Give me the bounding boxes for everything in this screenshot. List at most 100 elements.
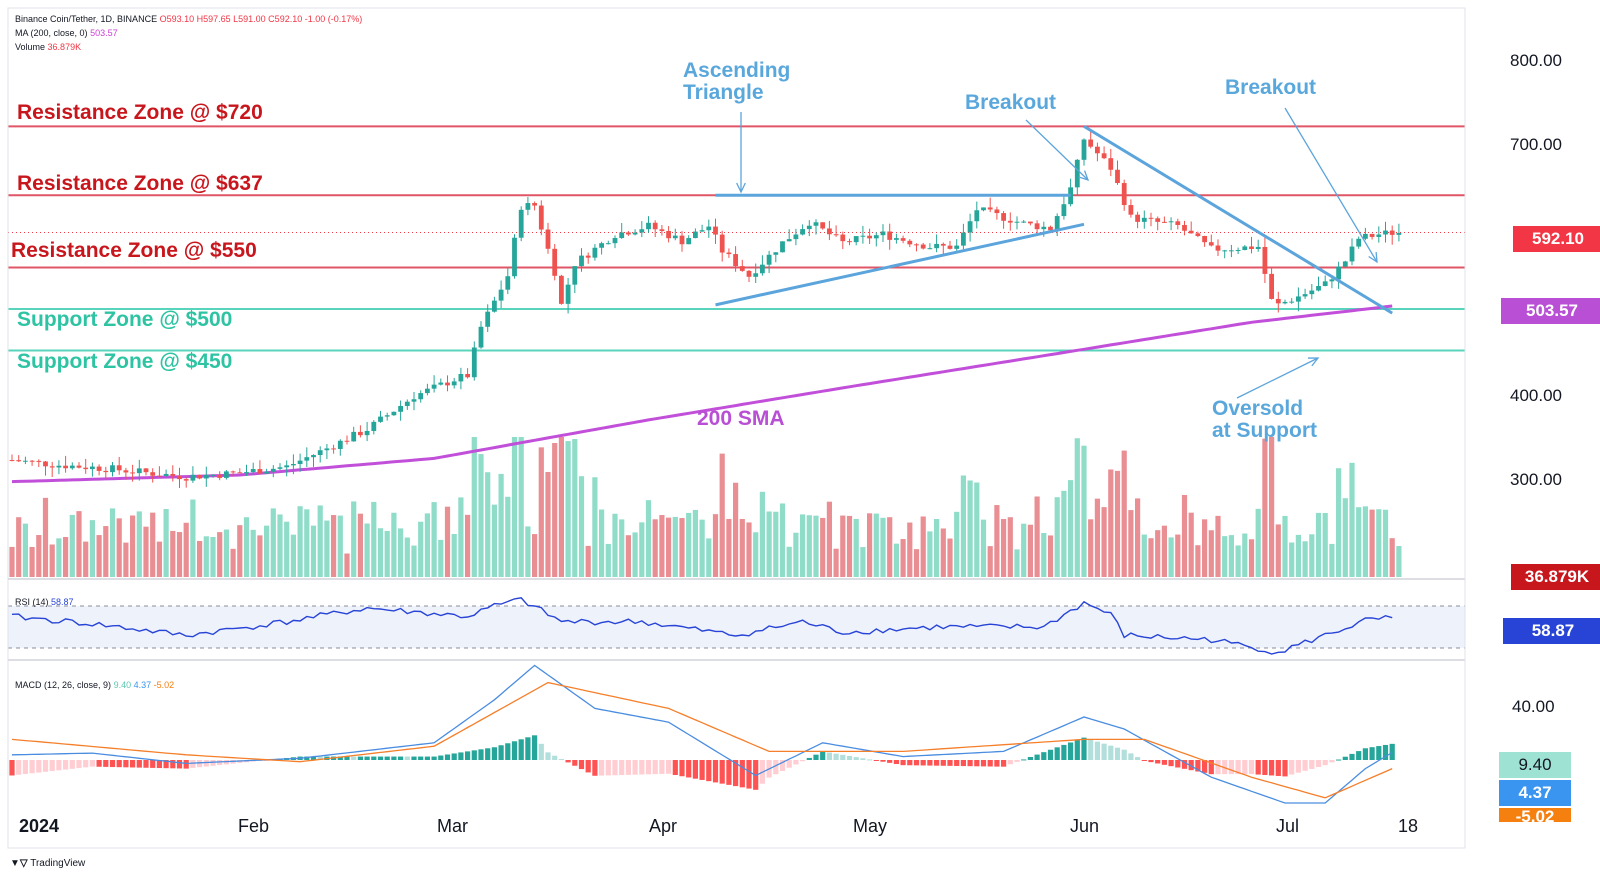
candle-body bbox=[56, 465, 62, 468]
tradingview-logo[interactable]: ▼▽ TradingView bbox=[10, 858, 85, 869]
macd-hist-bar bbox=[873, 760, 879, 761]
candle-body bbox=[572, 266, 578, 285]
macd-hist-bar bbox=[103, 760, 109, 767]
volume-bar bbox=[210, 536, 216, 577]
candle-body bbox=[987, 207, 993, 210]
candle-body bbox=[773, 252, 779, 255]
volume-bar bbox=[203, 536, 209, 577]
volume-bar bbox=[605, 543, 611, 577]
volume-bar bbox=[264, 525, 270, 577]
macd-hist-bar bbox=[143, 760, 149, 768]
candle-body bbox=[753, 273, 759, 277]
macd-hist-bar bbox=[820, 751, 826, 760]
volume-bar bbox=[491, 504, 497, 577]
volume-bar bbox=[1041, 533, 1047, 577]
candle-body bbox=[210, 474, 216, 476]
candle-body bbox=[1316, 286, 1321, 291]
volume-bar bbox=[176, 532, 183, 577]
volume-bar bbox=[625, 535, 631, 577]
volume-bar bbox=[1047, 535, 1054, 577]
volume-bar bbox=[1208, 530, 1214, 577]
volume-bar bbox=[1235, 545, 1241, 577]
volume-bar bbox=[505, 496, 511, 577]
volume-bar bbox=[578, 476, 585, 577]
breakout-arrow-1 bbox=[1025, 119, 1089, 181]
macd-hist-bar bbox=[987, 760, 993, 767]
candle-body bbox=[1001, 213, 1006, 221]
rsi-legend: RSI (14) 58.87 bbox=[15, 597, 74, 607]
macd-hist-bar bbox=[833, 753, 839, 760]
volume-legend-label: Volume bbox=[15, 42, 46, 52]
candle-body bbox=[1215, 245, 1221, 251]
candle-body bbox=[632, 232, 638, 235]
candle-body bbox=[1195, 233, 1201, 237]
macd-hist-bar bbox=[83, 760, 89, 768]
macd-legend-v3: -5.02 bbox=[153, 680, 175, 690]
macd-hist-bar bbox=[719, 760, 725, 784]
volume-bar bbox=[377, 528, 384, 577]
macd-hist-bar bbox=[1362, 748, 1368, 760]
macd-hist-bar bbox=[203, 760, 209, 767]
macd-hist-bar bbox=[76, 760, 82, 769]
candle-body bbox=[961, 232, 966, 246]
macd-hist-bar bbox=[1289, 760, 1295, 775]
volume-bar bbox=[478, 454, 484, 577]
ascending-triangle-label: Ascending Triangle bbox=[683, 59, 790, 104]
volume-bar bbox=[398, 528, 404, 577]
candle-body bbox=[324, 448, 330, 451]
candle-body bbox=[36, 460, 42, 462]
volume-bar bbox=[645, 500, 652, 577]
macd-hist-bar bbox=[150, 760, 156, 768]
price-tick-800: 800.00 bbox=[1510, 51, 1562, 70]
volume-bar bbox=[304, 509, 310, 577]
macd-hist-bar bbox=[867, 759, 873, 761]
macd-hist-bar bbox=[418, 756, 424, 760]
macd-hist-bar bbox=[377, 756, 384, 760]
volume-bar bbox=[980, 519, 987, 577]
volume-legend-value: 36.879K bbox=[47, 42, 82, 52]
volume-bar bbox=[351, 501, 357, 577]
macd-hist-bar bbox=[1342, 756, 1348, 760]
candle-body bbox=[116, 465, 122, 471]
candle-body bbox=[1054, 216, 1060, 231]
macd-hist-bar bbox=[36, 760, 42, 773]
volume-bar bbox=[197, 540, 203, 577]
support-500-label: Support Zone @ $500 bbox=[17, 308, 233, 331]
volume-bar bbox=[1275, 524, 1281, 577]
candle-body bbox=[1095, 146, 1100, 154]
volume-bar bbox=[190, 499, 196, 577]
macd-hist-bar bbox=[578, 760, 585, 770]
volume-bar bbox=[1168, 537, 1174, 577]
volume-bar bbox=[1108, 469, 1114, 577]
resistance-637-label: Resistance Zone @ $637 bbox=[17, 172, 263, 195]
candle-body bbox=[981, 207, 986, 211]
macd-hist-bar bbox=[605, 760, 611, 776]
volume-bar bbox=[76, 511, 82, 577]
macd-hist-bar bbox=[967, 760, 973, 767]
volume-bar bbox=[960, 475, 966, 577]
candle-body bbox=[1028, 221, 1033, 224]
macd-hist-bar bbox=[471, 750, 477, 760]
volume-bar bbox=[310, 525, 317, 577]
macd-hist-bar bbox=[592, 760, 598, 776]
candle-body bbox=[867, 235, 872, 239]
volume-bar bbox=[739, 518, 745, 577]
macd-hist-bar bbox=[384, 756, 390, 760]
macd-hist-bar bbox=[1168, 760, 1174, 767]
macd-hist-bar bbox=[672, 760, 678, 775]
candle-body bbox=[786, 239, 792, 242]
macd-hist-bar bbox=[1027, 757, 1033, 760]
macd-hist-bar bbox=[438, 755, 444, 760]
volume-bar bbox=[451, 533, 457, 577]
macd-hist-bar bbox=[485, 748, 491, 760]
candle-body bbox=[686, 238, 692, 245]
candle-body bbox=[1162, 221, 1167, 223]
volume-bar bbox=[109, 508, 116, 577]
volume-bar bbox=[357, 513, 363, 577]
macd-pane bbox=[9, 664, 1395, 804]
macd-hist-bar bbox=[1121, 749, 1127, 760]
candle-body bbox=[76, 465, 82, 468]
volume-bar bbox=[552, 442, 558, 577]
volume-bar bbox=[920, 516, 926, 577]
